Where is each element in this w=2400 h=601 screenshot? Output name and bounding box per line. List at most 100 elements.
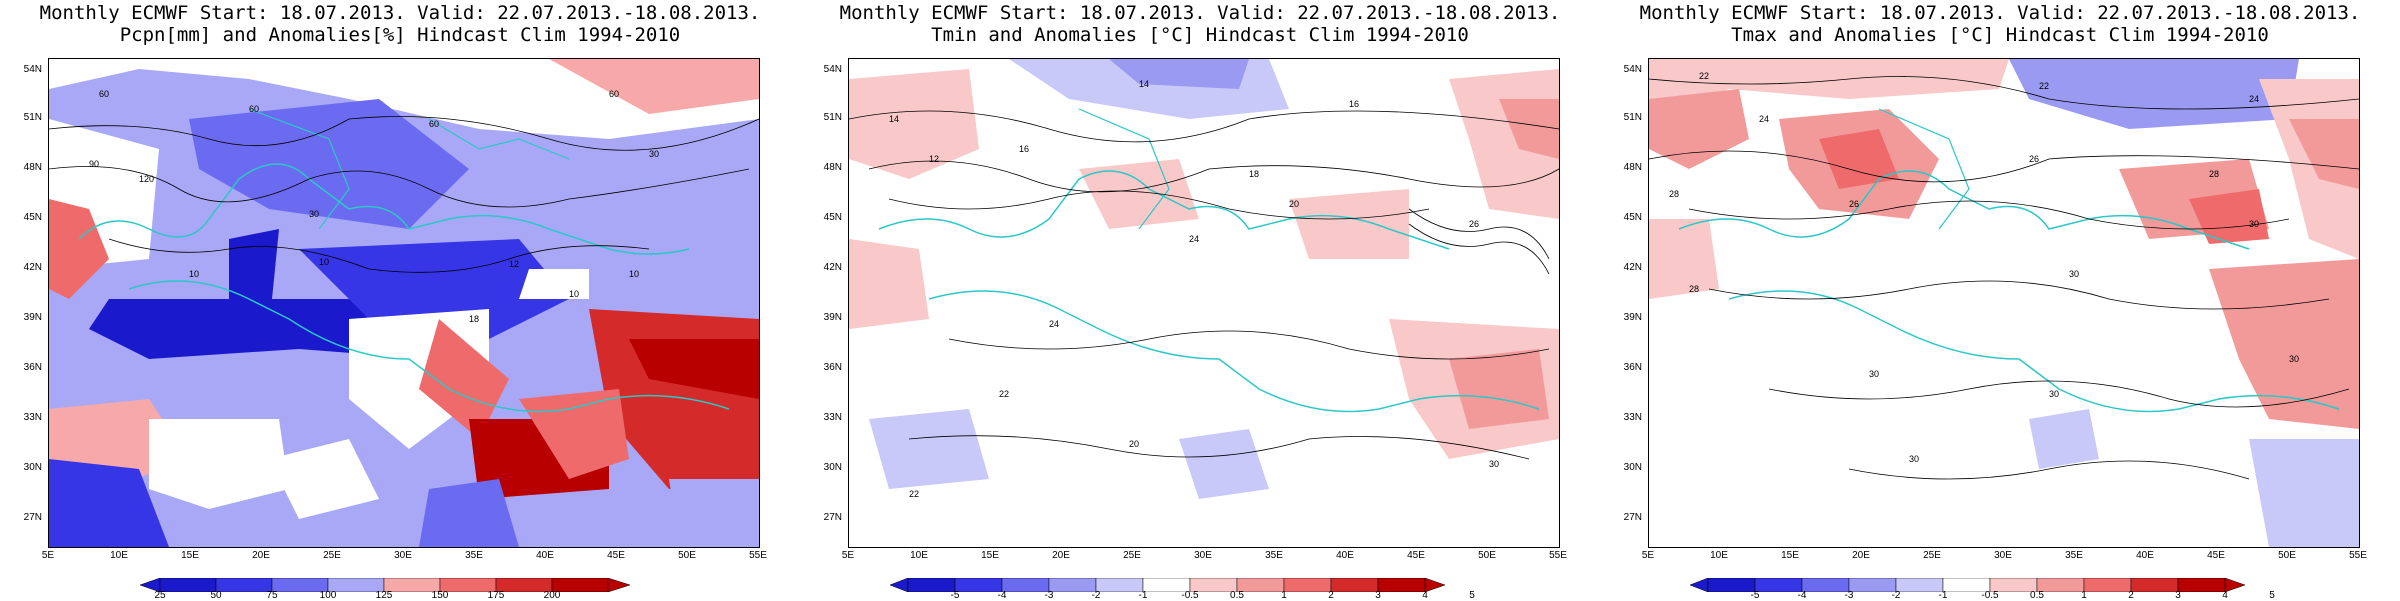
lon-tick: 50E <box>678 550 696 561</box>
lon-tick: 40E <box>1336 550 1354 561</box>
colorbar-tick: 5 <box>2269 590 2275 601</box>
lon-tick: 10E <box>910 550 928 561</box>
contour-label: 10 <box>189 269 200 279</box>
contour-label: 10 <box>629 269 640 279</box>
lat-tick: 54N <box>1623 64 1642 75</box>
lon-tick: 40E <box>2136 550 2154 561</box>
contour-label: 30 <box>1489 459 1500 469</box>
map-tmin <box>849 59 1559 547</box>
lon-tick: 50E <box>2278 550 2296 561</box>
colorbar-tick: 4 <box>2222 590 2228 601</box>
colorbar-tick: 2 <box>2128 590 2134 601</box>
lon-tick: 30E <box>1194 550 1212 561</box>
panel-tmin: Monthly ECMWF Start: 18.07.2013. Valid: … <box>800 0 1600 601</box>
contour-label: 28 <box>1669 189 1680 199</box>
colorbar-tick: 1 <box>2081 590 2087 601</box>
lat-tick: 48N <box>23 162 42 173</box>
panel-title-line2: Pcpn[mm] and Anomalies[%] Hindcast Clim … <box>119 24 681 46</box>
lat-tick: 33N <box>823 412 842 423</box>
lat-tick: 54N <box>823 64 842 75</box>
colorbar-tick: 3 <box>1375 590 1381 601</box>
contour-label: 60 <box>609 89 620 99</box>
lon-tick: 45E <box>607 550 625 561</box>
lon-tick: 20E <box>252 550 270 561</box>
lat-tick: 30N <box>23 462 42 473</box>
lon-tick: 30E <box>1994 550 2012 561</box>
lat-tick: 33N <box>1623 412 1642 423</box>
lon-tick: 5E <box>841 550 855 561</box>
lat-tick: 42N <box>23 262 42 273</box>
contour-label: 60 <box>429 119 440 129</box>
lon-tick: 15E <box>181 550 199 561</box>
contour-label: 12 <box>929 154 940 164</box>
lat-tick: 30N <box>1623 462 1642 473</box>
colorbar-tick: 200 <box>543 590 561 601</box>
map-frame: 60 60 60 60 90 120 30 30 10 10 10 12 10 … <box>48 58 760 548</box>
lon-tick: 15E <box>981 550 999 561</box>
colorbar-tick: 125 <box>375 590 393 601</box>
colorbar-tick: 150 <box>431 590 449 601</box>
lon-tick: 25E <box>323 550 341 561</box>
panel-tmax: Monthly ECMWF Start: 18.07.2013. Valid: … <box>1600 0 2400 601</box>
lon-tick: 55E <box>1549 550 1567 561</box>
contour-label: 30 <box>649 149 660 159</box>
contour-label: 26 <box>1469 219 1480 229</box>
lon-tick: 5E <box>41 550 55 561</box>
panel-title-line1: Monthly ECMWF Start: 18.07.2013. Valid: … <box>39 2 761 24</box>
contour-label: 60 <box>249 104 260 114</box>
lat-tick: 51N <box>823 112 842 123</box>
colorbar-tick: 25 <box>154 590 166 601</box>
colorbar-tick: 5 <box>1469 590 1475 601</box>
lon-tick: 50E <box>1478 550 1496 561</box>
lon-tick: 45E <box>1407 550 1425 561</box>
contour-label: 30 <box>2289 354 2300 364</box>
lat-tick: 39N <box>23 312 42 323</box>
contour-label: 18 <box>469 314 480 324</box>
lon-tick: 5E <box>1641 550 1655 561</box>
colorbar-tick: 175 <box>487 590 505 601</box>
lat-tick: 48N <box>1623 162 1642 173</box>
contour-label: 26 <box>2029 154 2040 164</box>
lon-tick: 10E <box>1710 550 1728 561</box>
contour-label: 30 <box>1869 369 1880 379</box>
lat-tick: 42N <box>823 262 842 273</box>
colorbar-tick: 75 <box>266 590 278 601</box>
contour-label: 30 <box>2049 389 2060 399</box>
contour-label: 26 <box>1849 199 1860 209</box>
map-precipitation <box>49 59 759 547</box>
lon-tick: 15E <box>1781 550 1799 561</box>
contour-label: 30 <box>2249 219 2260 229</box>
lon-tick: 35E <box>2065 550 2083 561</box>
contour-label: 30 <box>2069 269 2080 279</box>
colorbar-tick: 0.5 <box>2030 590 2044 601</box>
lat-tick: 36N <box>1623 362 1642 373</box>
lat-tick: 27N <box>1623 512 1642 523</box>
contour-label: 20 <box>1129 439 1140 449</box>
colorbar-precipitation <box>140 578 630 592</box>
contour-label: 60 <box>99 89 110 99</box>
colorbar-tick: -1 <box>1938 590 1948 601</box>
map-tmax <box>1649 59 2359 547</box>
colorbar-tick: 50 <box>210 590 222 601</box>
contour-label: 12 <box>509 259 520 269</box>
lat-tick: 45N <box>23 212 42 223</box>
contour-label: 22 <box>909 489 920 499</box>
contour-label: 16 <box>1019 144 1030 154</box>
lon-tick: 20E <box>1052 550 1070 561</box>
lon-tick: 40E <box>536 550 554 561</box>
map-frame: 22 22 24 24 26 28 28 26 30 28 30 30 30 3… <box>1648 58 2360 548</box>
panel-title-line1: Monthly ECMWF Start: 18.07.2013. Valid: … <box>1639 2 2361 24</box>
lon-tick: 30E <box>394 550 412 561</box>
lat-tick: 45N <box>1623 212 1642 223</box>
contour-label: 10 <box>319 257 330 267</box>
colorbar-tick: -4 <box>1797 590 1807 601</box>
contour-label: 90 <box>89 159 100 169</box>
colorbar-tick: 1 <box>1281 590 1287 601</box>
colorbar-tick: -0.5 <box>1981 590 1999 601</box>
panel-title-line2: Tmax and Anomalies [°C] Hindcast Clim 19… <box>1731 24 2269 46</box>
colorbar-tmin <box>890 578 1446 592</box>
lat-tick: 51N <box>1623 112 1642 123</box>
contour-label: 30 <box>1909 454 1920 464</box>
contour-label: 14 <box>889 114 900 124</box>
lat-tick: 36N <box>23 362 42 373</box>
